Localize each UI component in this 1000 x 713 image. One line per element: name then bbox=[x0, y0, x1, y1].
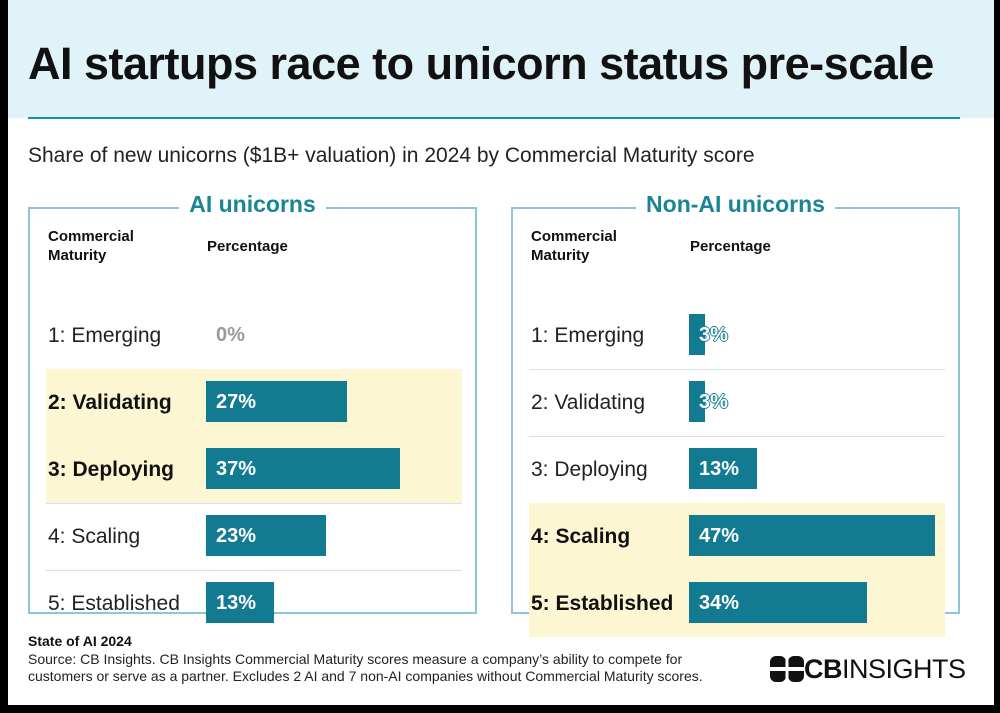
bar bbox=[206, 515, 326, 556]
bar-row: 2: Validating 27% bbox=[46, 369, 462, 437]
maturity-header-line2: Maturity bbox=[531, 247, 590, 264]
category-label: 5: Established bbox=[531, 592, 674, 615]
header-band bbox=[8, 0, 994, 118]
title-rule bbox=[28, 117, 960, 119]
frame-left bbox=[0, 0, 8, 713]
bar bbox=[689, 515, 935, 556]
chart-subtitle: Share of new unicorns ($1B+ valuation) i… bbox=[28, 144, 755, 167]
panel-title-text: Non-AI unicorns bbox=[636, 191, 835, 217]
value-label: 0% bbox=[216, 324, 245, 346]
frame-bottom bbox=[0, 705, 1000, 713]
bar-row: 5: Established 13% bbox=[46, 570, 462, 637]
category-label: 3: Deploying bbox=[531, 458, 648, 481]
bar bbox=[689, 448, 757, 489]
frame-right bbox=[994, 0, 1000, 713]
panel-title-text: AI unicorns bbox=[179, 191, 326, 217]
maturity-column-header: Commercial Maturity bbox=[531, 227, 617, 265]
value-label: 37% bbox=[216, 458, 257, 480]
panel-title: Non-AI unicorns bbox=[513, 191, 958, 218]
category-label: 4: Scaling bbox=[531, 525, 631, 548]
value-label: 3% bbox=[699, 324, 728, 346]
value-label: 3% bbox=[699, 391, 728, 413]
maturity-header-line1: Commercial bbox=[531, 228, 617, 245]
bar bbox=[689, 314, 705, 355]
percentage-column-header: Percentage bbox=[690, 238, 771, 255]
category-label: 1: Emerging bbox=[531, 324, 645, 347]
page-title: AI startups race to unicorn status pre-s… bbox=[28, 38, 934, 89]
value-label: 27% bbox=[216, 391, 257, 413]
logo-wordmark: CBINSIGHTS bbox=[804, 654, 966, 685]
value-label: 47% bbox=[699, 525, 740, 547]
maturity-header-line2: Maturity bbox=[48, 247, 107, 264]
bar-row: 2: Validating 3% bbox=[529, 369, 945, 437]
logo-mark-icon bbox=[770, 656, 804, 682]
category-label: 2: Validating bbox=[531, 391, 646, 414]
bar bbox=[206, 448, 400, 489]
footer-source: Source: CB Insights. CB Insights Commerc… bbox=[28, 651, 703, 684]
percentage-column-header: Percentage bbox=[207, 238, 288, 255]
bar-row: 5: Established 34% bbox=[529, 570, 945, 637]
bar-row: 4: Scaling 23% bbox=[46, 503, 462, 571]
bar-row: 4: Scaling 47% bbox=[529, 503, 945, 571]
category-label: 1: Emerging bbox=[48, 324, 162, 347]
category-label: 2: Validating bbox=[48, 391, 172, 414]
value-label: 13% bbox=[699, 458, 740, 480]
category-label: 3: Deploying bbox=[48, 458, 175, 481]
bar bbox=[689, 381, 705, 422]
category-label: 4: Scaling bbox=[48, 525, 141, 548]
cb-insights-logo: CBINSIGHTS bbox=[770, 654, 966, 685]
ai-unicorns-panel: AI unicorns Commercial Maturity Percenta… bbox=[28, 191, 477, 623]
bar-row: 1: Emerging 0% bbox=[46, 302, 462, 370]
bar-row: 1: Emerging 3% bbox=[529, 302, 945, 370]
maturity-header-line1: Commercial bbox=[48, 228, 134, 245]
logo-text-cb: CB bbox=[804, 653, 843, 684]
bar-row: 3: Deploying 13% bbox=[529, 436, 945, 504]
footer-title: State of AI 2024 bbox=[28, 633, 132, 649]
non-ai-unicorns-panel: Non-AI unicorns Commercial Maturity Perc… bbox=[511, 191, 960, 637]
value-label: 34% bbox=[699, 592, 740, 614]
bar bbox=[206, 381, 347, 422]
value-label: 13% bbox=[216, 592, 257, 614]
value-label: 23% bbox=[216, 525, 257, 547]
bar bbox=[206, 582, 274, 623]
maturity-column-header: Commercial Maturity bbox=[48, 227, 134, 265]
bar-row: 3: Deploying 37% bbox=[46, 436, 462, 504]
logo-text-insights: INSIGHTS bbox=[842, 653, 966, 684]
category-label: 5: Established bbox=[48, 592, 180, 615]
bar bbox=[689, 582, 867, 623]
panel-title: AI unicorns bbox=[30, 191, 475, 218]
